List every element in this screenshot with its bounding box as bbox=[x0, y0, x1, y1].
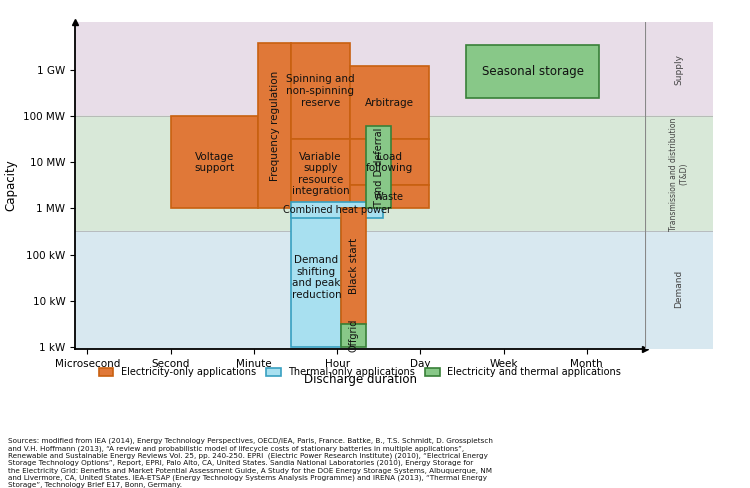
Bar bbox=[291, 208, 341, 346]
Text: Demand: Demand bbox=[674, 270, 683, 308]
Text: Seasonal storage: Seasonal storage bbox=[482, 65, 584, 78]
Text: Demand
shifting
and peak
reduction: Demand shifting and peak reduction bbox=[292, 255, 341, 300]
Bar bbox=[350, 185, 429, 208]
Bar bbox=[645, 116, 712, 231]
Bar bbox=[75, 231, 645, 349]
Text: Variable
supply
resource
integration: Variable supply resource integration bbox=[292, 152, 350, 196]
Bar bbox=[291, 42, 350, 140]
Text: Offgrid: Offgrid bbox=[349, 318, 358, 352]
Text: Sources: modified from IEA (2014), Energy Technology Perspectives, OECD/IEA, Par: Sources: modified from IEA (2014), Energ… bbox=[8, 438, 492, 488]
Text: T and D deferral: T and D deferral bbox=[374, 127, 384, 207]
Text: Combined heat power: Combined heat power bbox=[283, 204, 391, 215]
Bar bbox=[291, 140, 350, 208]
Text: Voltage
support: Voltage support bbox=[194, 152, 235, 173]
Bar bbox=[466, 45, 599, 98]
X-axis label: Discharge duration: Discharge duration bbox=[304, 373, 416, 386]
Text: Transmission and distribution
(T&D): Transmission and distribution (T&D) bbox=[669, 117, 688, 231]
Text: Waste: Waste bbox=[374, 192, 404, 202]
Bar bbox=[645, 231, 712, 349]
Bar bbox=[291, 202, 383, 218]
Bar bbox=[171, 116, 258, 208]
Bar bbox=[75, 116, 645, 231]
Bar bbox=[350, 66, 429, 140]
Bar bbox=[341, 208, 366, 324]
Bar bbox=[258, 42, 291, 208]
Bar bbox=[645, 22, 712, 116]
Bar bbox=[341, 324, 366, 346]
Bar bbox=[350, 140, 429, 185]
Legend: Electricity-only applications, Thermal-only applications, Electricity and therma: Electricity-only applications, Thermal-o… bbox=[95, 364, 625, 381]
Text: Load
following: Load following bbox=[365, 152, 413, 173]
Text: Black start: Black start bbox=[349, 238, 358, 294]
Bar bbox=[75, 22, 645, 116]
Text: Supply: Supply bbox=[674, 54, 683, 84]
Y-axis label: Capacity: Capacity bbox=[4, 160, 18, 211]
Text: Arbitrage: Arbitrage bbox=[364, 98, 413, 107]
Bar bbox=[366, 125, 392, 208]
Text: Spinning and
non-spinning
reserve: Spinning and non-spinning reserve bbox=[286, 75, 355, 108]
Text: Frequency regulation: Frequency regulation bbox=[270, 70, 280, 181]
